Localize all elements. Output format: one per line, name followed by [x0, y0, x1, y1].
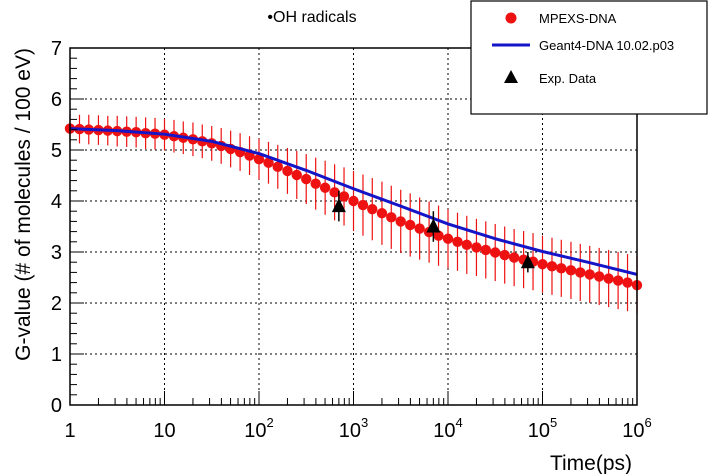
geant4-line	[69, 127, 638, 276]
y-tick-label: 5	[51, 140, 62, 162]
x-tick-label-base: 1	[64, 420, 75, 442]
x-tick-label-base: 10	[433, 420, 455, 442]
mpexs-point	[386, 212, 397, 223]
mpexs-point	[291, 169, 302, 181]
exp-point	[331, 198, 346, 213]
x-tick-label: 106	[622, 415, 651, 442]
legend-marker-mpexs	[505, 12, 517, 24]
exp-point	[426, 218, 441, 233]
mpexs-point	[414, 223, 425, 234]
mpexs-point	[584, 269, 595, 280]
x-tick-label-base: 10	[528, 420, 550, 442]
mpexs-point	[461, 239, 472, 251]
legend-label-geant4: Geant4-DNA 10.02.p03	[539, 38, 674, 53]
mpexs-point	[575, 267, 586, 278]
mpexs-point	[442, 233, 454, 244]
x-tick-label: 104	[433, 415, 462, 442]
mpexs-point	[480, 244, 491, 256]
legend: MPEXS-DNA Geant4-DNA 10.02.p03 Exp. Data	[470, 0, 708, 115]
mpexs-point	[593, 271, 605, 282]
mpexs-point	[348, 195, 359, 207]
x-tick-label-exponent: 6	[645, 415, 652, 430]
y-tick-label: 3	[51, 242, 62, 264]
plot-series	[64, 114, 643, 314]
mpexs-point	[376, 208, 388, 219]
x-tick-label: 103	[339, 415, 368, 442]
axis-ticks	[69, 47, 638, 406]
mpexs-point	[404, 219, 416, 231]
mpexs-point	[471, 242, 482, 253]
mpexs-point	[490, 247, 501, 258]
mpexs-point	[565, 265, 577, 276]
chart-title: •OH radicals	[267, 9, 356, 26]
mpexs-point	[499, 249, 510, 261]
mpexs-point	[319, 182, 331, 193]
legend-label-exp: Exp. Data	[539, 71, 597, 86]
mpexs-point	[433, 230, 444, 241]
mpexs-point	[329, 187, 340, 198]
y-axis-label: G-value (# of molecules / 100 eV)	[12, 48, 35, 361]
mpexs-point	[546, 261, 558, 272]
x-tick-label-exponent: 5	[550, 415, 557, 430]
mpexs-point	[253, 153, 265, 165]
x-tick-label-base: 10	[622, 420, 644, 442]
legend-label-mpexs: MPEXS-DNA	[539, 11, 617, 26]
mpexs-point	[338, 191, 350, 202]
mpexs-point	[508, 252, 520, 263]
mpexs-point	[622, 277, 633, 288]
mpexs-point	[367, 203, 378, 215]
mpexs-point	[282, 165, 293, 177]
mpexs-point	[612, 275, 624, 286]
x-tick-label: 105	[528, 415, 557, 442]
mpexs-point	[537, 259, 548, 270]
x-tick-label-base: 10	[244, 420, 266, 442]
mpexs-point	[556, 263, 567, 274]
y-tick-label: 2	[51, 293, 62, 315]
x-tick-label-base: 10	[153, 420, 175, 442]
mpexs-point	[263, 157, 274, 168]
x-tick-label-exponent: 4	[456, 415, 463, 430]
y-tick-label: 0	[51, 395, 62, 417]
mpexs-point	[452, 236, 463, 247]
x-tick-label: 102	[244, 415, 273, 442]
mpexs-point	[395, 216, 406, 227]
mpexs-point	[603, 273, 614, 284]
mpexs-point	[272, 161, 283, 173]
x-tick-label-base: 10	[339, 420, 361, 442]
y-tick-label: 1	[51, 344, 62, 366]
x-tick-label: 1	[64, 420, 75, 442]
x-tick-label-exponent: 2	[267, 415, 274, 430]
x-tick-label: 10	[153, 420, 175, 442]
y-tick-label: 6	[51, 89, 62, 111]
x-tick-label-exponent: 3	[361, 415, 368, 430]
exp-point	[520, 254, 535, 269]
mpexs-point	[301, 173, 312, 185]
mpexs-point	[310, 178, 321, 189]
y-tick-label: 4	[51, 191, 62, 213]
x-axis-label: Time(ps)	[550, 452, 632, 474]
y-tick-label: 7	[51, 38, 62, 60]
legend-marker-exp	[504, 70, 518, 83]
mpexs-point	[357, 199, 369, 211]
